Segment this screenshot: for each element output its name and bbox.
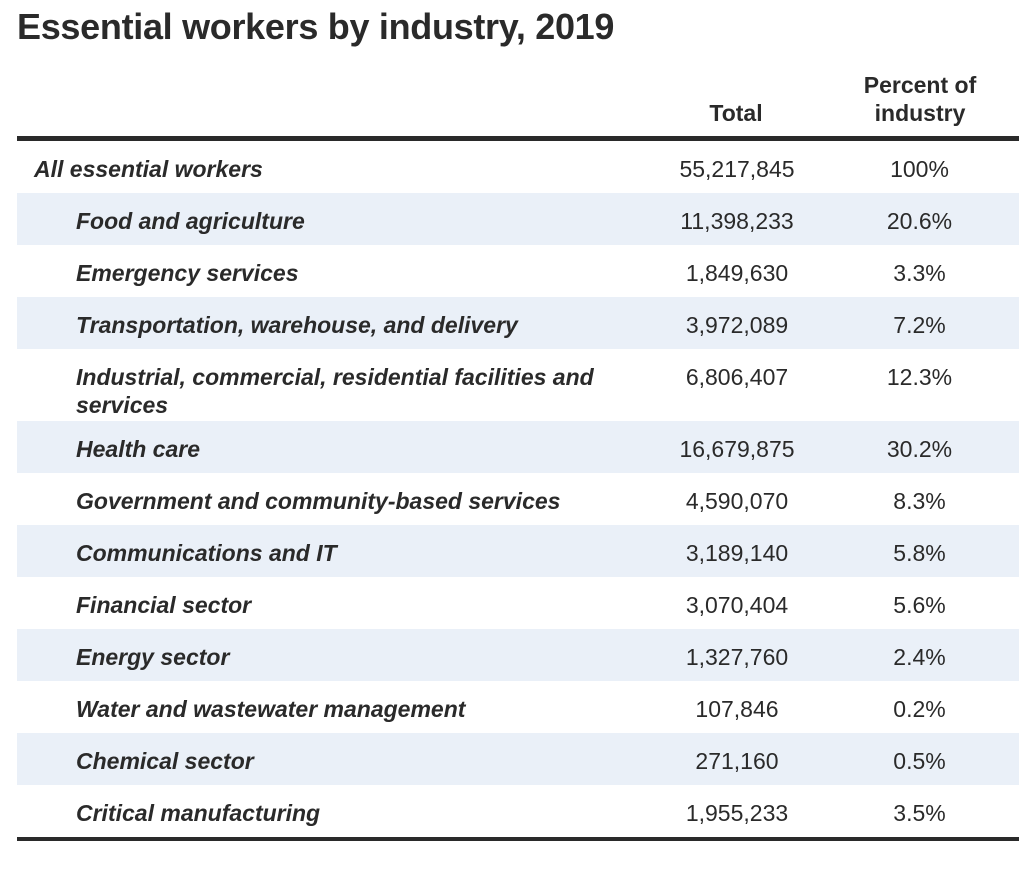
row-percent-value: 30.2% xyxy=(886,436,953,462)
row-percent-value: 3.3% xyxy=(893,260,946,286)
row-label: Financial sector xyxy=(76,592,252,618)
table-row: Communications and IT 3,189,140 5.8% xyxy=(17,525,1019,577)
table-row: Transportation, warehouse, and delivery 3… xyxy=(17,297,1019,349)
table-row: Energy sector 1,327,760 2.4% xyxy=(17,629,1019,681)
row-total-value: 1,849,630 xyxy=(685,260,789,286)
column-header-percent: Percent of industry xyxy=(863,72,977,126)
row-label: Chemical sector xyxy=(76,748,254,774)
header-rule xyxy=(17,136,1019,141)
row-percent-value: 20.6% xyxy=(886,208,953,234)
row-label: Industrial, commercial, residential faci… xyxy=(76,364,594,418)
table-row: Industrial, commercial, residential faci… xyxy=(17,349,1019,421)
row-label: Food and agriculture xyxy=(76,208,305,234)
table-row: Critical manufacturing 1,955,233 3.5% xyxy=(17,785,1019,837)
table-row: Emergency services 1,849,630 3.3% xyxy=(17,245,1019,297)
row-percent-value: 5.6% xyxy=(893,592,946,618)
row-total-value: 6,806,407 xyxy=(685,364,789,390)
column-header-total: Total xyxy=(709,100,763,126)
row-label: All essential workers xyxy=(34,156,263,182)
row-total-value: 55,217,845 xyxy=(679,156,795,182)
row-percent-value: 0.5% xyxy=(893,748,946,774)
row-total-value: 11,398,233 xyxy=(680,208,794,234)
row-total-value: 3,972,089 xyxy=(685,312,789,338)
row-total-value: 16,679,875 xyxy=(679,436,795,462)
row-percent-value: 100% xyxy=(890,156,949,182)
row-percent-value: 5.8% xyxy=(893,540,946,566)
row-percent-value: 3.5% xyxy=(893,800,946,826)
table-row: Water and wastewater management 107,846 0.… xyxy=(17,681,1019,733)
row-percent-value: 2.4% xyxy=(893,644,946,670)
row-total-value: 4,590,070 xyxy=(685,488,789,514)
table-row: Government and community-based services 4… xyxy=(17,473,1019,525)
page-title: Essential workers by industry, 2019 xyxy=(17,6,615,47)
row-percent-value: 8.3% xyxy=(893,488,946,514)
row-label: Energy sector xyxy=(76,644,230,670)
row-label: Government and community-based services xyxy=(76,488,561,514)
table-body: All essential workers 55,217,845 100% Food … xyxy=(17,141,1019,837)
row-label: Communications and IT xyxy=(76,540,337,566)
row-percent-value: 0.2% xyxy=(893,696,946,722)
table-row: All essential workers 55,217,845 100% xyxy=(17,141,1019,193)
row-label: Water and wastewater management xyxy=(76,696,466,722)
row-total-value: 1,955,233 xyxy=(685,800,789,826)
row-label: Health care xyxy=(76,436,201,462)
row-total-value: 3,189,140 xyxy=(685,540,789,566)
row-percent-value: 7.2% xyxy=(893,312,946,338)
row-total-value: 107,846 xyxy=(695,696,779,722)
table-row: Financial sector 3,070,404 5.6% xyxy=(17,577,1019,629)
table-row: Chemical sector 271,160 0.5% xyxy=(17,733,1019,785)
row-percent-value: 12.3% xyxy=(886,364,953,390)
row-label: Emergency services xyxy=(76,260,299,286)
row-label: Transportation, warehouse, and delivery xyxy=(76,312,518,338)
table-row: Food and agriculture 11,398,233 20.6% xyxy=(17,193,1019,245)
row-total-value: 3,070,404 xyxy=(685,592,789,618)
table-row: Health care 16,679,875 30.2% xyxy=(17,421,1019,473)
row-total-value: 271,160 xyxy=(695,748,779,774)
footer-rule xyxy=(17,837,1019,841)
row-total-value: 1,327,760 xyxy=(685,644,789,670)
row-label: Critical manufacturing xyxy=(76,800,321,826)
